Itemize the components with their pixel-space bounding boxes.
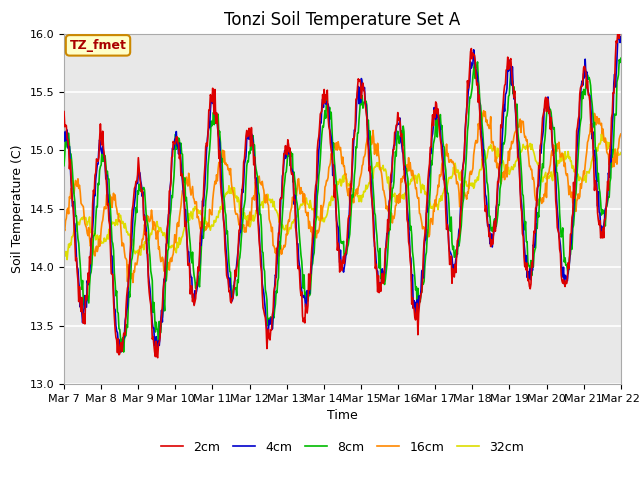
Line: 4cm: 4cm [64, 36, 621, 352]
16cm [70, 191, 78, 196]
8cm [214, 111, 222, 117]
32cm [60, 246, 68, 252]
32cm [411, 176, 419, 182]
16cm [60, 226, 68, 231]
8cm [120, 349, 127, 355]
4cm [428, 151, 435, 156]
4cm [70, 220, 78, 226]
16cm [127, 273, 135, 278]
X-axis label: Time: Time [327, 409, 358, 422]
32cm [63, 257, 71, 263]
32cm [428, 205, 435, 211]
2cm [411, 314, 419, 320]
16cm [129, 280, 137, 286]
4cm [617, 34, 625, 40]
2cm [214, 132, 222, 138]
2cm [428, 144, 435, 150]
32cm [128, 238, 136, 243]
32cm [617, 150, 625, 156]
Line: 16cm: 16cm [64, 111, 621, 283]
4cm [128, 228, 136, 234]
8cm [70, 192, 78, 198]
2cm [617, 12, 625, 17]
Line: 2cm: 2cm [64, 14, 621, 358]
Line: 32cm: 32cm [64, 134, 621, 260]
Y-axis label: Soil Temperature (C): Soil Temperature (C) [11, 144, 24, 273]
16cm [214, 167, 222, 172]
16cm [411, 179, 419, 185]
4cm [411, 307, 419, 312]
Line: 8cm: 8cm [64, 58, 621, 352]
Text: TZ_fmet: TZ_fmet [70, 39, 127, 52]
8cm [428, 158, 435, 164]
Legend: 2cm, 4cm, 8cm, 16cm, 32cm: 2cm, 4cm, 8cm, 16cm, 32cm [156, 436, 529, 459]
2cm [60, 108, 68, 114]
32cm [214, 215, 222, 220]
4cm [116, 349, 124, 355]
8cm [411, 275, 419, 280]
16cm [428, 216, 435, 221]
32cm [71, 223, 79, 228]
2cm [185, 262, 193, 268]
32cm [598, 131, 605, 137]
8cm [185, 224, 193, 229]
2cm [154, 355, 161, 360]
16cm [480, 108, 488, 114]
2cm [70, 225, 78, 231]
8cm [128, 255, 136, 261]
8cm [617, 55, 625, 61]
16cm [185, 170, 193, 176]
8cm [60, 163, 68, 168]
16cm [617, 131, 625, 137]
4cm [214, 131, 222, 137]
4cm [616, 34, 623, 39]
2cm [127, 219, 135, 225]
4cm [60, 138, 68, 144]
4cm [185, 249, 193, 254]
Title: Tonzi Soil Temperature Set A: Tonzi Soil Temperature Set A [224, 11, 461, 29]
32cm [185, 211, 193, 216]
